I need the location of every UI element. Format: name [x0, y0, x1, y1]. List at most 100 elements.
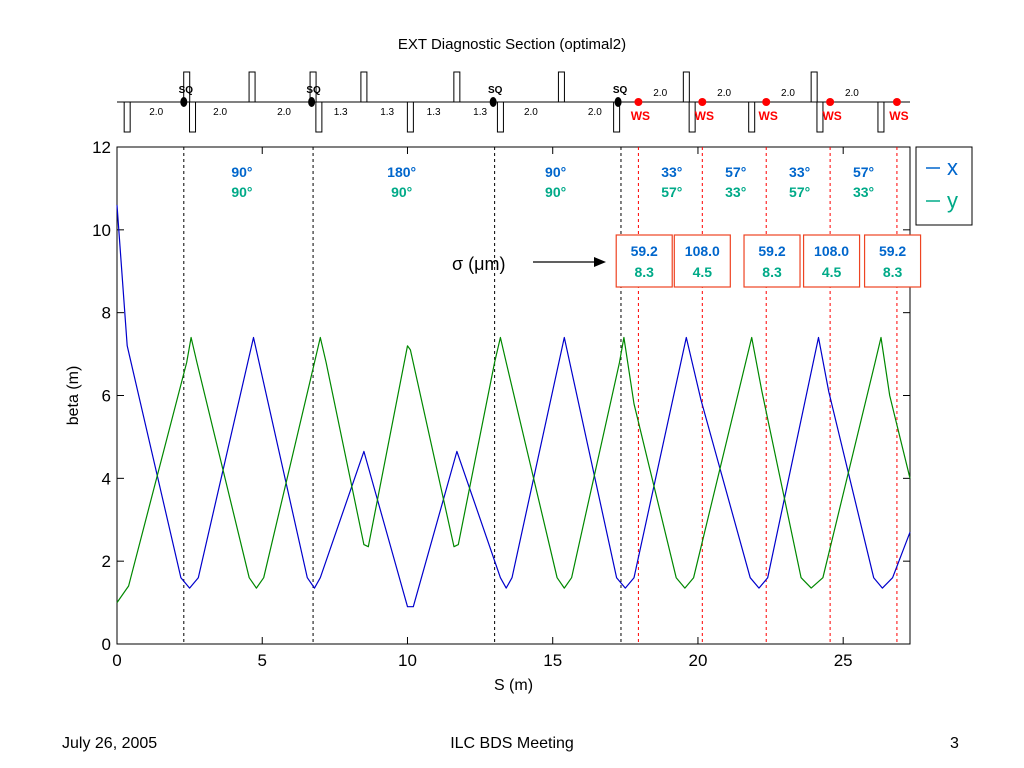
drift-length-label: 2.0: [781, 88, 795, 99]
quadrupole-magnet: [453, 71, 461, 103]
chart-title: EXT Diagnostic Section (optimal2): [398, 36, 626, 53]
sigma-annotation-label: σ (μm): [452, 254, 505, 274]
y-axis-label: beta (m): [65, 366, 82, 426]
wire-scanner-marker: [892, 98, 901, 106]
drift-length-label: 2.0: [524, 107, 538, 118]
beam-size-y-value: 8.3: [883, 264, 903, 280]
phase-advance-y-label: 33°: [725, 184, 746, 200]
wire-scanner-marker: [826, 98, 835, 106]
beta-x-curve: [116, 204, 911, 608]
legend-box: [915, 146, 973, 226]
quadrupole-magnet: [748, 101, 756, 133]
beam-size-box: [673, 234, 731, 288]
beam-size-y-value: 8.3: [634, 264, 654, 280]
wire-scanner-label: WS: [631, 109, 650, 123]
legend-label-x: x: [947, 155, 958, 180]
quadrupole-magnet: [816, 101, 824, 133]
plot-area: 0 5 10 15 20 25 0 2 4 6 8 10 12 S (m) beta (m) 90° 90° 18…: [65, 138, 973, 694]
quadrupole-magnet: [810, 71, 818, 103]
phase-advance-x-label: 90°: [231, 164, 252, 180]
drift-length-label: 1.3: [473, 107, 487, 118]
phase-advance-x-label: 90°: [545, 164, 566, 180]
wire-scanner-marker: [698, 98, 707, 106]
footer-date: July 26, 2005: [62, 735, 158, 752]
drift-length-label: 2.0: [845, 88, 859, 99]
quadrupole-magnet: [877, 101, 885, 133]
x-axis-label: S (m): [494, 677, 533, 694]
footer-meeting: ILC BDS Meeting: [450, 735, 574, 752]
skew-quad-marker: [180, 97, 188, 107]
legend-label-y: y: [947, 188, 958, 213]
phase-advance-x-label: 57°: [853, 164, 874, 180]
y-tick-label: 6: [102, 387, 111, 406]
phase-advance-x-label: 57°: [725, 164, 746, 180]
y-tick-label: 2: [102, 552, 111, 571]
quadrupole-magnet: [123, 101, 131, 133]
sigma-arrow-head: [594, 257, 606, 267]
x-tick-label: 5: [258, 651, 267, 670]
x-tick-label: 0: [112, 651, 121, 670]
skew-quad-marker: [614, 97, 622, 107]
beam-size-x-value: 108.0: [685, 243, 720, 259]
wire-scanner-label: WS: [822, 109, 841, 123]
y-tick-label: 10: [92, 221, 111, 240]
phase-advance-y-label: 57°: [661, 184, 682, 200]
x-tick-label: 25: [834, 651, 853, 670]
quadrupole-magnet: [315, 101, 323, 133]
phase-advance-y-label: 33°: [853, 184, 874, 200]
y-tick-label: 0: [102, 635, 111, 654]
skew-quad-marker: [489, 97, 497, 107]
beam-size-x-value: 108.0: [814, 243, 849, 259]
skew-quad-label: SQ: [306, 85, 321, 96]
phase-advance-y-label: 90°: [391, 184, 412, 200]
phase-advance-x-label: 180°: [387, 164, 416, 180]
quadrupole-magnet: [682, 71, 690, 103]
drift-length-label: 1.3: [427, 107, 441, 118]
wire-scanner-label: WS: [889, 109, 908, 123]
beam-size-x-value: 59.2: [879, 243, 906, 259]
quadrupole-magnet: [496, 101, 504, 133]
beam-size-y-value: 4.5: [693, 264, 713, 280]
quadrupole-magnet: [189, 101, 197, 133]
beam-size-y-value: 8.3: [762, 264, 782, 280]
footer-page-number: 3: [950, 735, 959, 752]
beam-size-x-value: 59.2: [631, 243, 658, 259]
drift-length-label: 2.0: [149, 107, 163, 118]
drift-length-label: 2.0: [653, 88, 667, 99]
wire-scanner-label: WS: [695, 109, 714, 123]
beta-y-curve: [116, 336, 911, 603]
quadrupole-magnet: [248, 71, 256, 103]
beam-size-box: [743, 234, 801, 288]
beam-size-x-value: 59.2: [758, 243, 785, 259]
y-tick-label: 8: [102, 304, 111, 323]
wire-scanner-marker: [634, 98, 643, 106]
x-tick-label: 10: [398, 651, 417, 670]
y-tick-label: 12: [92, 138, 111, 157]
quadrupole-magnet: [688, 101, 696, 133]
phase-advance-y-label: 57°: [789, 184, 810, 200]
drift-length-label: 1.3: [334, 107, 348, 118]
skew-quad-label: SQ: [179, 85, 194, 96]
drift-length-label: 2.0: [717, 88, 731, 99]
x-tick-label: 15: [543, 651, 562, 670]
phase-advance-x-label: 33°: [661, 164, 682, 180]
wire-scanner-label: WS: [759, 109, 778, 123]
beam-size-y-value: 4.5: [822, 264, 842, 280]
wire-scanner-marker: [762, 98, 771, 106]
quadrupole-magnet: [557, 71, 565, 103]
y-tick-label: 4: [102, 469, 111, 488]
phase-advance-x-label: 33°: [789, 164, 810, 180]
beam-size-box: [615, 234, 673, 288]
skew-quad-marker: [308, 97, 316, 107]
phase-advance-y-label: 90°: [231, 184, 252, 200]
x-tick-label: 20: [688, 651, 707, 670]
skew-quad-label: SQ: [613, 85, 628, 96]
beam-size-box: [863, 234, 922, 288]
skew-quad-label: SQ: [488, 85, 503, 96]
drift-length-label: 2.0: [588, 107, 602, 118]
drift-length-label: 2.0: [213, 107, 227, 118]
phase-advance-y-label: 90°: [545, 184, 566, 200]
beam-size-box: [802, 234, 861, 288]
